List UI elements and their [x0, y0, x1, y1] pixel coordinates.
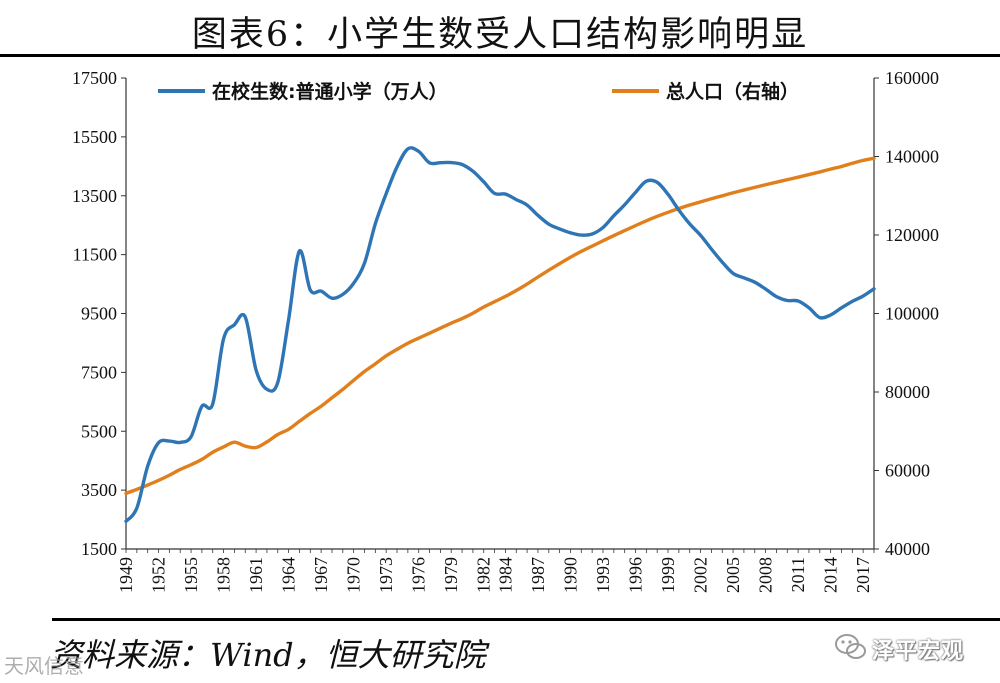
series-lines [124, 146, 876, 524]
wechat-icon [835, 634, 866, 659]
figure-title: 图表6：小学生数受人口结构影响明显 [191, 15, 809, 55]
right-tick-label: 40000 [885, 539, 930, 559]
left-tick-label: 7500 [81, 362, 117, 382]
x-tick-label: 1990 [560, 557, 580, 593]
x-tick-label: 2008 [756, 557, 776, 593]
title-divider [0, 54, 1000, 57]
left-tick-label: 15500 [72, 127, 117, 147]
legend-label-students: 在校生数:普通小学（万人） [212, 80, 448, 103]
x-tick-label: 1984 [495, 557, 515, 593]
x-tick-label: 1982 [474, 557, 494, 593]
watermark-text-left: 天风信意 [4, 654, 84, 678]
right-tick-label: 100000 [885, 304, 939, 324]
left-tick-label: 1500 [81, 539, 117, 559]
x-tick-label: 1999 [658, 557, 678, 593]
left-tick-label: 9500 [81, 304, 117, 324]
legend-label-population: 总人口（右轴） [666, 80, 799, 103]
x-tick-label: 2005 [723, 557, 743, 593]
legend: 在校生数:普通小学（万人） 总人口（右轴） [158, 80, 799, 103]
line-chart: 1500 3500 5500 7500 9500 11500 13500 15500 17500… [72, 68, 939, 593]
x-tick-label: 2017 [853, 557, 873, 593]
x-tick-label: 1964 [279, 557, 299, 593]
x-tick-label: 2011 [788, 557, 808, 592]
left-tick-label: 3500 [81, 480, 117, 500]
right-tick-label: 160000 [885, 68, 939, 88]
x-tick-label: 1979 [441, 557, 461, 593]
watermark-text-right: 泽平宏观 [872, 639, 965, 664]
source-note: 资料来源：Wind，恒大研究院 [50, 636, 486, 674]
footer-divider [52, 618, 1000, 621]
x-tick-label: 2014 [821, 557, 841, 593]
x-tick-label: 1970 [344, 557, 364, 593]
x-tick-label: 1961 [246, 557, 266, 593]
x-tick-label: 1955 [181, 557, 201, 593]
x-tick-label: 1973 [376, 557, 396, 593]
x-tick-label: 1993 [593, 557, 613, 593]
left-tick-label: 13500 [72, 186, 117, 206]
right-tick-label: 80000 [885, 382, 930, 402]
x-tick-label: 1967 [311, 557, 331, 593]
right-tick-label: 120000 [885, 225, 939, 245]
x-tick-label: 1996 [626, 557, 646, 593]
right-tick-label: 140000 [885, 147, 939, 167]
x-tick-label: 1976 [409, 557, 429, 593]
series-line-population [124, 156, 876, 496]
right-tick-label: 60000 [885, 461, 930, 481]
axes: 1500 3500 5500 7500 9500 11500 13500 15500 17500… [72, 68, 939, 593]
x-tick-label: 2002 [691, 557, 711, 593]
series-line-students [124, 146, 876, 524]
x-tick-label: 1949 [116, 557, 136, 593]
x-tick-label: 1987 [528, 557, 548, 593]
x-tick-label: 1952 [149, 557, 169, 593]
left-tick-label: 11500 [73, 245, 117, 265]
left-tick-label: 5500 [81, 421, 117, 441]
left-tick-label: 17500 [72, 68, 117, 88]
x-tick-label: 1958 [214, 557, 234, 593]
